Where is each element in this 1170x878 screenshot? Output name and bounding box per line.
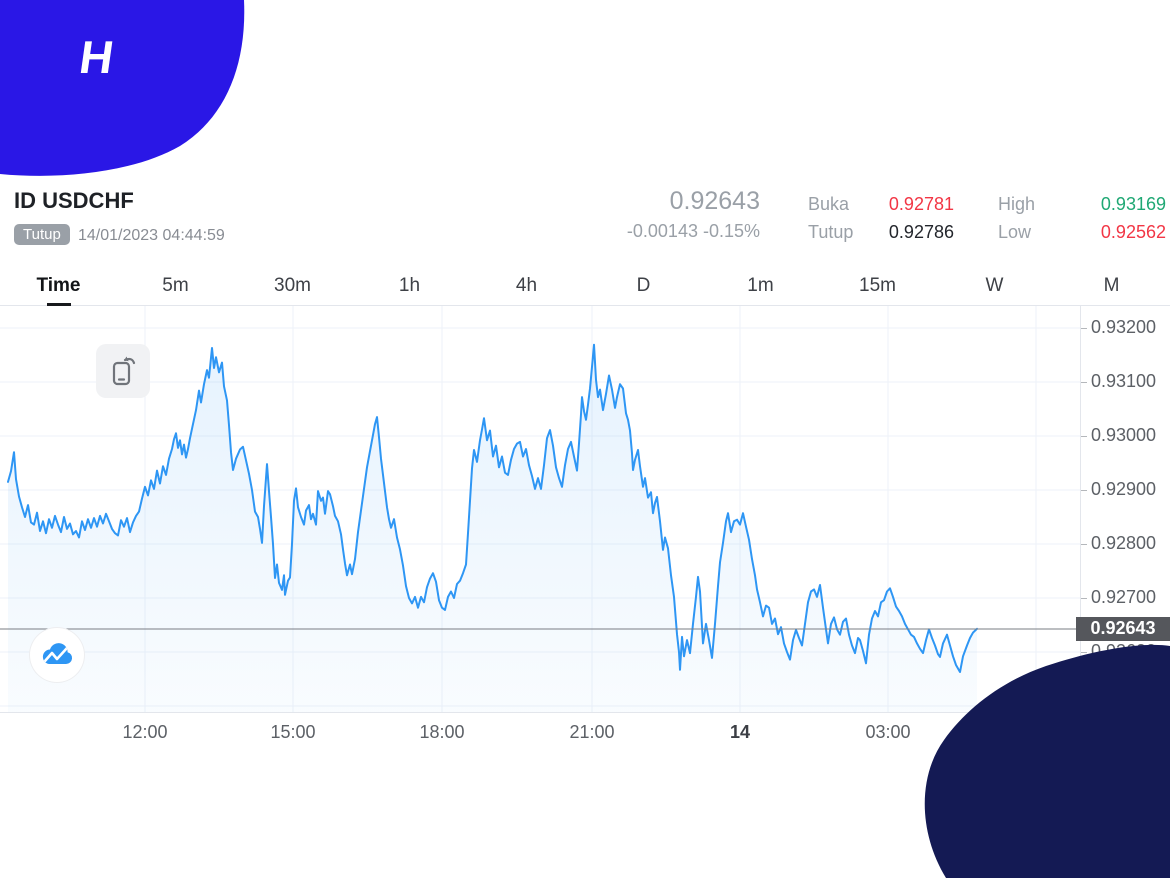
interval-tab-label: M (1103, 275, 1120, 296)
price-axis-tick (1081, 705, 1087, 707)
last-price: 0.92643 (669, 187, 760, 215)
interval-tab-15m[interactable]: 15m (819, 266, 936, 306)
price-axis-label: 0.93100 (1091, 371, 1157, 391)
current-price-badge: 0.92643 (1076, 616, 1170, 641)
chart-canvas[interactable] (0, 305, 1170, 713)
time-axis-label: 12:00 (122, 722, 168, 742)
price-axis-tick (1081, 435, 1087, 437)
price-series-line (7, 343, 978, 673)
price-axis-tick (1081, 327, 1087, 329)
quote-timestamp: 14/01/2023 04:44:59 (78, 227, 225, 244)
price-axis-label: 0.92600 (1091, 641, 1157, 661)
time-axis-label: 18:00 (419, 722, 465, 742)
rotate-screen-button[interactable] (96, 344, 150, 398)
chart-watermark-button[interactable] (30, 628, 84, 682)
brand-blob (0, 0, 245, 176)
price-axis-label: 0.93200 (1091, 317, 1157, 337)
time-axis-label: 06:00 (1013, 722, 1059, 742)
interval-tab-label: 5m (162, 275, 189, 296)
open-value: 0.92781 (888, 194, 954, 214)
price-chart (0, 306, 1080, 712)
interval-tab-label: 30m (274, 275, 311, 296)
price-axis-label: 0.92800 (1091, 533, 1157, 553)
interval-tab-label: Time (36, 275, 81, 296)
low-label: Low (998, 222, 1032, 242)
interval-tab-5m[interactable]: 5m (117, 266, 234, 306)
interval-tab-4h[interactable]: 4h (468, 266, 585, 306)
area-fill (8, 344, 977, 712)
symbol-title: ID USDCHF (14, 188, 134, 213)
interval-tab-m[interactable]: M (1053, 266, 1170, 306)
price-axis-tick (1081, 489, 1087, 491)
price-axis-label: 0.92700 (1091, 587, 1157, 607)
time-axis-label: 03:00 (865, 722, 911, 742)
close-value: 0.92786 (888, 222, 954, 242)
interval-tab-label: D (636, 275, 651, 296)
market-status-badge: Tutup (14, 224, 70, 245)
price-axis-tick (1081, 597, 1087, 599)
brand-h-logo: H (76, 31, 117, 83)
price-axis-label: 0.93000 (1091, 425, 1157, 445)
active-tab-underline (46, 303, 71, 306)
close-label: Tutup (808, 222, 854, 242)
price-axis-tick (1081, 651, 1087, 653)
price-axis-tick (1081, 381, 1087, 383)
interval-tab-1m[interactable]: 1m (702, 266, 819, 306)
price-axis[interactable]: 0.93200 0.93100 0.93000 0.92900 0.92800 0.927… (1080, 306, 1170, 760)
rotate-phone-icon (112, 356, 136, 386)
time-axis-label: 14 (729, 722, 751, 742)
interval-tab-30m[interactable]: 30m (234, 266, 351, 306)
interval-tab-1h[interactable]: 1h (351, 266, 468, 306)
price-axis-label: 0.92900 (1091, 479, 1157, 499)
interval-tab-label: 1h (398, 275, 421, 296)
interval-tab-w[interactable]: W (936, 266, 1053, 306)
time-axis[interactable]: 12:00 15:00 18:00 21:00 14 03:00 06:00 (0, 712, 1170, 760)
interval-tab-label: 1m (747, 275, 774, 296)
cloud-chart-icon (42, 643, 73, 665)
interval-tabs: Time 5m 30m 1h 4h D 1m 15m W M (0, 266, 1170, 306)
low-value: 0.92562 (1100, 222, 1166, 242)
brand-blob-shape (0, 0, 245, 176)
price-axis-tick (1081, 543, 1087, 545)
interval-tab-time[interactable]: Time (0, 266, 117, 306)
time-axis-label: 15:00 (270, 722, 316, 742)
high-label: High (998, 194, 1036, 214)
time-axis-label: 21:00 (569, 722, 615, 742)
interval-tab-label: 15m (859, 275, 896, 296)
open-label: Buka (808, 194, 850, 214)
interval-tab-d[interactable]: D (585, 266, 702, 306)
interval-tab-label: 4h (515, 275, 538, 296)
price-change: -0.00143 -0.15% (626, 221, 760, 241)
price-axis-label: 0.92500 (1091, 695, 1157, 715)
interval-tab-label: W (985, 275, 1004, 296)
high-value: 0.93169 (1100, 194, 1166, 214)
